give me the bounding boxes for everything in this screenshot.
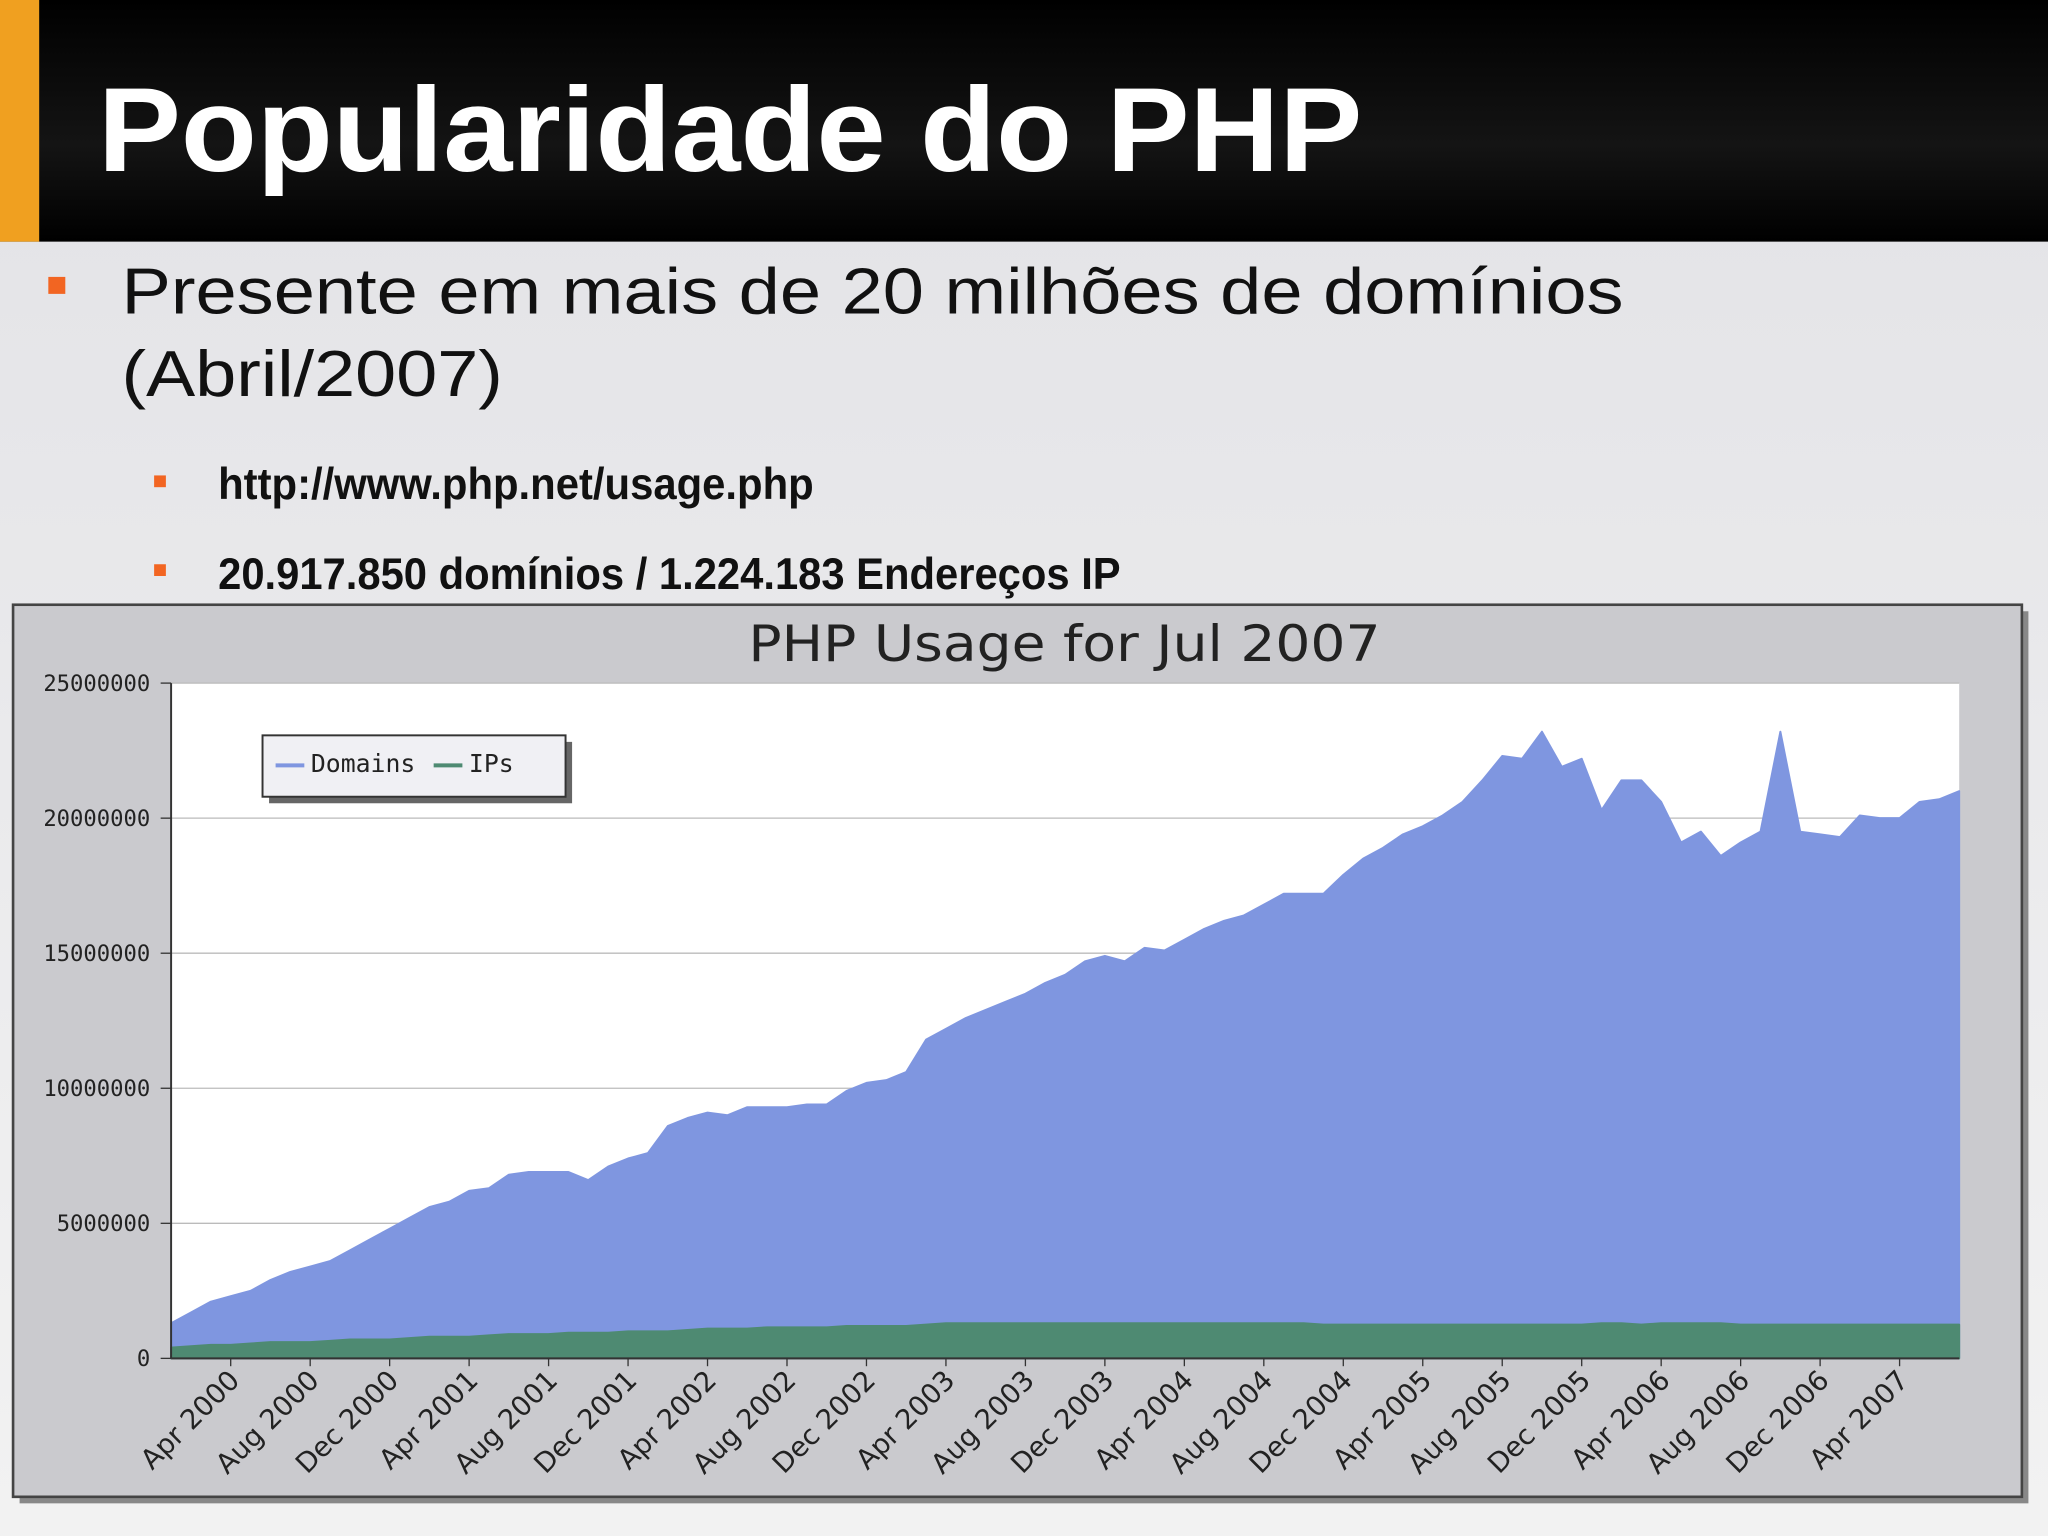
slide-title: Popularidade do PHP bbox=[98, 63, 1362, 197]
legend-box bbox=[261, 734, 567, 798]
sub-bullet-text: 20.917.850 domínios / 1.224.183 Endereço… bbox=[218, 550, 1121, 599]
bullet-text: Presente em mais de 20 milhões de domíni… bbox=[121, 254, 1623, 327]
area-series bbox=[170, 1322, 1961, 1360]
y-tick-label: 20000000 bbox=[43, 806, 150, 832]
sub-bullet-marker bbox=[154, 564, 166, 576]
bullet-marker bbox=[48, 276, 66, 294]
area-series bbox=[170, 730, 1961, 1360]
legend-label: IPs bbox=[469, 749, 514, 778]
legend-label: Domains bbox=[311, 749, 416, 778]
sub-bullet-marker bbox=[154, 475, 166, 488]
y-tick-label: 5000000 bbox=[57, 1211, 151, 1237]
header-bar bbox=[0, 0, 2048, 242]
y-tick-label: 0 bbox=[137, 1346, 150, 1372]
y-tick-label: 15000000 bbox=[43, 941, 150, 967]
bullet-text: (Abril/2007) bbox=[121, 337, 502, 410]
y-tick-label: 10000000 bbox=[43, 1076, 150, 1102]
chart-title: PHP Usage for Jul 2007 bbox=[748, 615, 1380, 673]
y-tick-label: 25000000 bbox=[43, 671, 150, 697]
sub-bullet-text: http://www.php.net/usage.php bbox=[218, 460, 814, 509]
header-accent bbox=[0, 0, 40, 242]
